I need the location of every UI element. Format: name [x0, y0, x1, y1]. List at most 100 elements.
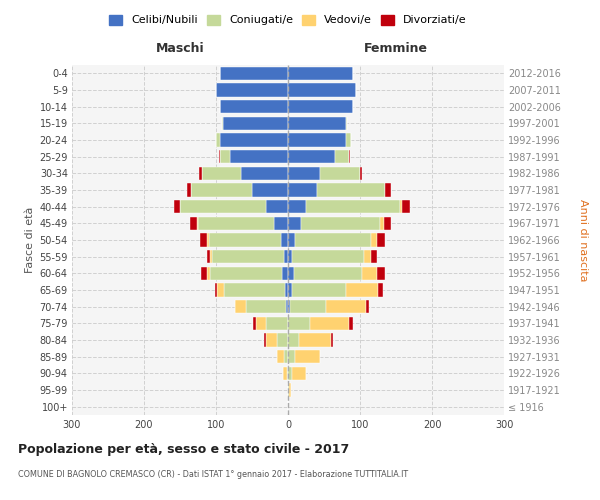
Bar [253, 316, 256, 330]
Bar [384, 216, 391, 230]
Bar [197, 216, 198, 230]
Bar [220, 66, 288, 80]
Bar [400, 200, 402, 213]
Bar [220, 134, 288, 146]
Bar [219, 150, 220, 164]
Bar [371, 250, 377, 264]
Bar [288, 100, 353, 114]
Bar [360, 166, 362, 180]
Bar [346, 284, 378, 296]
Bar [277, 334, 288, 346]
Bar [288, 216, 301, 230]
Bar [287, 366, 288, 380]
Bar [295, 350, 320, 364]
Bar [385, 184, 391, 196]
Bar [266, 200, 288, 213]
Bar [230, 150, 288, 164]
Bar [288, 350, 295, 364]
Bar [317, 184, 385, 196]
Bar [299, 334, 331, 346]
Bar [281, 234, 288, 246]
Bar [277, 350, 284, 364]
Bar [216, 84, 288, 96]
Bar [362, 266, 377, 280]
Bar [288, 134, 346, 146]
Bar [371, 234, 377, 246]
Bar [282, 266, 288, 280]
Bar [220, 150, 230, 164]
Bar [200, 234, 208, 246]
Bar [286, 300, 288, 314]
Bar [380, 216, 384, 230]
Bar [217, 284, 224, 296]
Bar [288, 184, 317, 196]
Bar [216, 134, 220, 146]
Bar [288, 116, 346, 130]
Bar [288, 200, 306, 213]
Bar [174, 200, 180, 213]
Bar [288, 384, 289, 396]
Bar [241, 166, 288, 180]
Text: COMUNE DI BAGNOLO CREMASCO (CR) - Dati ISTAT 1° gennaio 2017 - Elaborazione TUTT: COMUNE DI BAGNOLO CREMASCO (CR) - Dati I… [18, 470, 408, 479]
Bar [289, 384, 291, 396]
Bar [320, 166, 360, 180]
Bar [198, 216, 274, 230]
Bar [292, 250, 364, 264]
Bar [349, 150, 350, 164]
Bar [288, 316, 310, 330]
Bar [191, 184, 252, 196]
Bar [402, 200, 410, 213]
Bar [306, 200, 400, 213]
Bar [377, 234, 385, 246]
Bar [210, 250, 212, 264]
Bar [190, 216, 197, 230]
Bar [274, 216, 288, 230]
Bar [288, 266, 294, 280]
Bar [364, 250, 371, 264]
Text: Popolazione per età, sesso e stato civile - 2017: Popolazione per età, sesso e stato civil… [18, 442, 349, 456]
Bar [288, 334, 299, 346]
Bar [187, 184, 191, 196]
Text: Femmine: Femmine [364, 42, 428, 55]
Bar [349, 316, 353, 330]
Bar [294, 266, 362, 280]
Bar [206, 266, 210, 280]
Bar [264, 334, 266, 346]
Y-axis label: Anni di nascita: Anni di nascita [578, 198, 588, 281]
Bar [335, 150, 349, 164]
Bar [288, 366, 292, 380]
Bar [220, 100, 288, 114]
Bar [266, 316, 288, 330]
Bar [223, 116, 288, 130]
Legend: Celibi/Nubili, Coniugati/e, Vedovi/e, Divorziati/e: Celibi/Nubili, Coniugati/e, Vedovi/e, Di… [109, 14, 467, 26]
Bar [288, 284, 292, 296]
Bar [252, 184, 288, 196]
Bar [288, 300, 290, 314]
Bar [283, 366, 287, 380]
Bar [210, 266, 282, 280]
Bar [180, 200, 266, 213]
Bar [199, 166, 202, 180]
Bar [206, 250, 210, 264]
Bar [208, 234, 209, 246]
Text: Maschi: Maschi [155, 42, 205, 55]
Bar [256, 316, 266, 330]
Bar [288, 84, 356, 96]
Bar [292, 284, 346, 296]
Bar [331, 334, 334, 346]
Bar [310, 316, 349, 330]
Y-axis label: Fasce di età: Fasce di età [25, 207, 35, 273]
Bar [224, 284, 285, 296]
Bar [246, 300, 286, 314]
Bar [301, 216, 380, 230]
Bar [290, 300, 326, 314]
Bar [295, 234, 371, 246]
Bar [212, 250, 284, 264]
Bar [346, 134, 352, 146]
Bar [326, 300, 366, 314]
Bar [209, 234, 281, 246]
Bar [366, 300, 370, 314]
Bar [288, 250, 292, 264]
Bar [284, 350, 288, 364]
Bar [346, 116, 347, 130]
